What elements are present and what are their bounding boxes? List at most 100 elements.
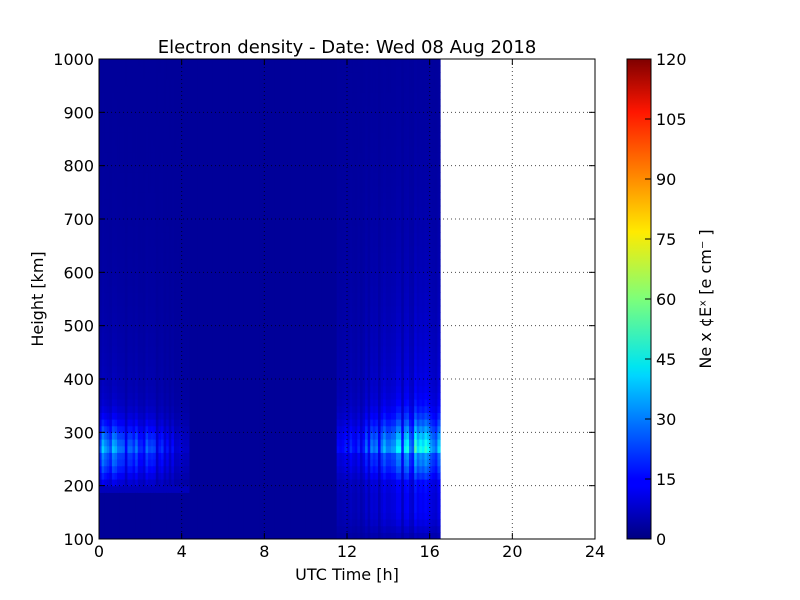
heatmap-cell xyxy=(181,345,185,353)
heatmap-cell xyxy=(99,259,103,267)
heatmap-cell xyxy=(256,405,260,413)
heatmap-cell xyxy=(114,72,118,80)
heatmap-cell xyxy=(223,365,227,373)
heatmap-cell xyxy=(256,179,260,187)
heatmap-cell xyxy=(122,425,126,433)
heatmap-cell xyxy=(215,352,219,360)
heatmap-cell xyxy=(248,172,253,180)
heatmap-cell xyxy=(173,385,178,393)
heatmap-cell xyxy=(158,252,162,260)
heatmap-cell xyxy=(251,299,255,307)
heatmap-cell xyxy=(251,265,255,273)
heatmap-cell xyxy=(192,385,196,393)
heatmap-cell xyxy=(254,465,258,473)
heatmap-cell xyxy=(194,332,198,340)
heatmap-cell xyxy=(161,372,165,380)
heatmap-cell xyxy=(173,519,178,527)
heatmap-cell xyxy=(171,145,175,153)
heatmap-cell xyxy=(248,99,253,107)
heatmap-cell xyxy=(163,319,167,327)
heatmap-cell xyxy=(272,252,276,260)
heatmap-cell xyxy=(266,159,271,167)
heatmap-cell xyxy=(254,65,258,73)
heatmap-cell xyxy=(186,352,191,360)
heatmap-cell xyxy=(171,299,175,307)
heatmap-cell xyxy=(233,419,237,427)
heatmap-cell xyxy=(127,219,131,227)
heatmap-cell xyxy=(259,92,263,100)
heatmap-cell xyxy=(235,459,240,467)
heatmap-cell xyxy=(145,65,149,73)
heatmap-cell xyxy=(176,339,180,347)
heatmap-cell xyxy=(217,359,222,367)
heatmap-cell xyxy=(220,119,224,127)
heatmap-cell xyxy=(225,265,229,273)
heatmap-cell xyxy=(235,259,240,267)
heatmap-cell xyxy=(254,185,258,193)
heatmap-cell xyxy=(207,245,211,253)
heatmap-cell xyxy=(114,519,118,527)
heatmap-cell xyxy=(135,525,139,533)
heatmap-cell xyxy=(256,492,260,500)
heatmap-cell xyxy=(272,59,276,67)
heatmap-cell xyxy=(145,459,149,467)
heatmap-cell xyxy=(251,292,255,300)
heatmap-cell xyxy=(274,412,278,420)
heatmap-cell xyxy=(171,65,175,73)
heatmap-cell xyxy=(241,205,245,213)
heatmap-cell xyxy=(259,372,263,380)
heatmap-cell xyxy=(124,139,129,147)
heatmap-cell xyxy=(204,532,209,539)
heatmap-cell xyxy=(256,305,260,313)
heatmap-cell xyxy=(99,359,103,367)
heatmap-cell xyxy=(251,139,255,147)
heatmap-cell xyxy=(235,492,240,500)
heatmap-cell xyxy=(158,245,162,253)
heatmap-cell xyxy=(235,325,240,333)
heatmap-cell xyxy=(256,85,260,93)
heatmap-cell xyxy=(166,505,170,513)
heatmap-cell xyxy=(220,392,224,400)
heatmap-cell xyxy=(186,319,191,327)
heatmap-cell xyxy=(192,145,196,153)
heatmap-cell xyxy=(248,472,253,480)
heatmap-cell xyxy=(233,352,237,360)
heatmap-cell xyxy=(166,225,170,233)
heatmap-cell xyxy=(235,365,240,373)
heatmap-cell xyxy=(109,239,113,247)
heatmap-cell xyxy=(238,245,242,253)
heatmap-cell xyxy=(254,119,258,127)
heatmap-cell xyxy=(101,285,105,293)
heatmap-cell xyxy=(186,265,191,273)
heatmap-cell xyxy=(119,325,123,333)
heatmap-cell xyxy=(142,145,147,153)
heatmap-cell xyxy=(140,219,144,227)
heatmap-cell xyxy=(204,179,209,187)
heatmap-cell xyxy=(163,232,167,240)
heatmap-cell xyxy=(233,345,237,353)
heatmap-cell xyxy=(261,245,265,253)
heatmap-cell xyxy=(272,205,276,213)
heatmap-cell xyxy=(238,332,242,340)
heatmap-cell xyxy=(202,519,206,527)
heatmap-cell xyxy=(124,252,129,260)
heatmap-cell xyxy=(269,332,273,340)
heatmap-cell xyxy=(230,239,234,247)
heatmap-cell xyxy=(179,499,183,507)
heatmap-cell xyxy=(225,525,229,533)
heatmap-cell xyxy=(192,219,196,227)
heatmap-cell xyxy=(137,85,141,93)
heatmap-cell xyxy=(176,125,180,133)
heatmap-cell xyxy=(202,439,206,447)
heatmap-cell xyxy=(142,319,147,327)
heatmap-cell xyxy=(137,492,141,500)
heatmap-cell xyxy=(194,459,198,467)
heatmap-cell xyxy=(204,525,209,533)
heatmap-cell xyxy=(256,199,260,207)
heatmap-cell xyxy=(233,259,237,267)
heatmap-cell xyxy=(230,485,234,493)
heatmap-cell xyxy=(246,512,250,520)
heatmap-cell xyxy=(181,452,185,460)
heatmap-cell xyxy=(189,312,193,320)
heatmap-cell xyxy=(145,532,149,539)
